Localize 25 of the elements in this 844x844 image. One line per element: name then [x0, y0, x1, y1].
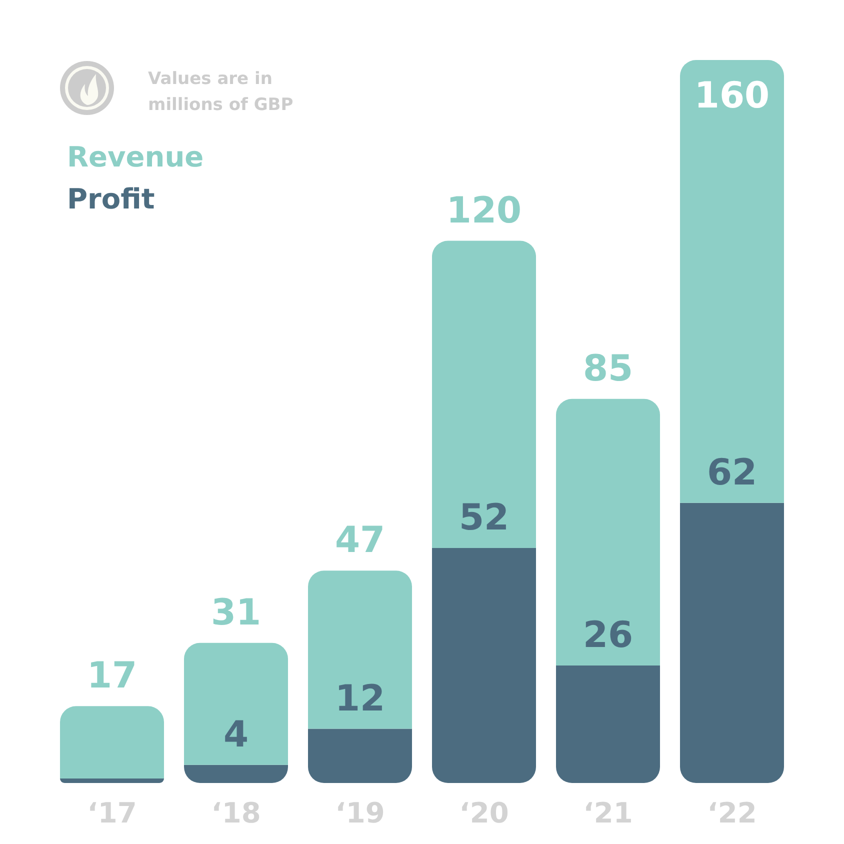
bar: [308, 570, 412, 729]
total-label: 160: [694, 76, 770, 116]
bar: [184, 642, 288, 765]
total-label: 17: [86, 656, 138, 697]
data-label: 4: [223, 714, 249, 756]
data-label: 26: [582, 615, 634, 656]
total-label: 85: [582, 348, 634, 390]
total-label: 47: [334, 520, 386, 562]
data-label: 62: [706, 452, 758, 494]
bar: [60, 778, 164, 783]
bar: [308, 728, 412, 783]
bar: [556, 398, 660, 666]
bar: [432, 548, 536, 783]
total-label: 120: [446, 190, 522, 232]
data-label: 52: [458, 498, 510, 539]
text: Profit: [67, 182, 155, 216]
text: Revenue: [67, 140, 204, 174]
bar: [680, 502, 784, 783]
bar: [556, 666, 660, 783]
data-label: 12: [334, 678, 386, 720]
bar: [432, 240, 536, 548]
bar: [60, 706, 164, 778]
bar: [680, 60, 784, 503]
total-label: 31: [210, 592, 262, 634]
bar: [184, 764, 288, 783]
